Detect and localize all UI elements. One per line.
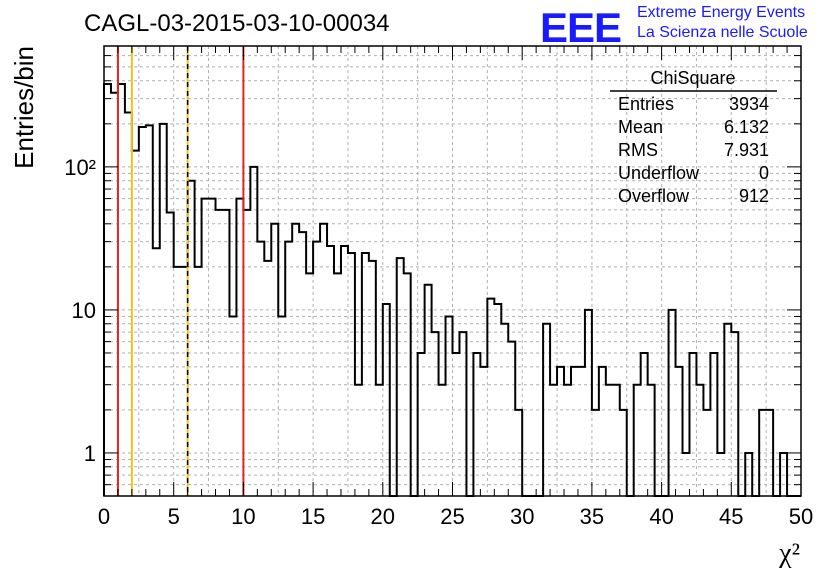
stats-value-mean: 6.132 bbox=[724, 117, 769, 137]
x-tick-label: 15 bbox=[301, 504, 325, 529]
stats-value-underflow: 0 bbox=[759, 163, 769, 183]
x-axis-label: χ² bbox=[778, 538, 800, 569]
grid bbox=[104, 46, 801, 496]
x-tick-label: 5 bbox=[168, 504, 180, 529]
x-tick-label: 35 bbox=[580, 504, 604, 529]
stats-value-entries: 3934 bbox=[729, 94, 769, 114]
x-axis: 0 5 10 15 20 25 30 35 40 45 50 bbox=[98, 46, 813, 529]
stats-label-overflow: Overflow bbox=[618, 186, 690, 206]
stats-box: ChiSquare Entries 3934 Mean 6.132 RMS 7.931 Und… bbox=[610, 68, 777, 206]
x-tick-label: 30 bbox=[510, 504, 534, 529]
x-tick-label: 40 bbox=[649, 504, 673, 529]
x-tick-label: 20 bbox=[371, 504, 395, 529]
stats-label-mean: Mean bbox=[618, 117, 663, 137]
stats-label-underflow: Underflow bbox=[618, 163, 700, 183]
x-tick-label: 45 bbox=[719, 504, 743, 529]
y-axis: 1 10 10² bbox=[64, 55, 801, 486]
eee-logo: EEE bbox=[540, 4, 622, 51]
x-tick-label: 50 bbox=[789, 504, 813, 529]
x-tick-label: 10 bbox=[231, 504, 255, 529]
y-tick-label: 10 bbox=[72, 298, 96, 323]
y-tick-label: 10² bbox=[64, 155, 96, 180]
stats-value-overflow: 912 bbox=[739, 186, 769, 206]
x-tick-label: 0 bbox=[98, 504, 110, 529]
logo-tagline-2: La Scienza nelle Scuole bbox=[637, 24, 808, 41]
stats-label-entries: Entries bbox=[618, 94, 674, 114]
stats-value-rms: 7.931 bbox=[724, 140, 769, 160]
run-title: CAGL-03-2015-03-10-00034 bbox=[84, 10, 390, 37]
stats-title: ChiSquare bbox=[650, 68, 735, 88]
x-tick-label: 25 bbox=[440, 504, 464, 529]
stats-label-rms: RMS bbox=[618, 140, 658, 160]
y-tick-label: 1 bbox=[84, 441, 96, 466]
y-axis-label: Entries/bin bbox=[9, 46, 39, 169]
histogram-series bbox=[103, 82, 801, 497]
logo-tagline-1: Extreme Energy Events bbox=[637, 4, 806, 21]
